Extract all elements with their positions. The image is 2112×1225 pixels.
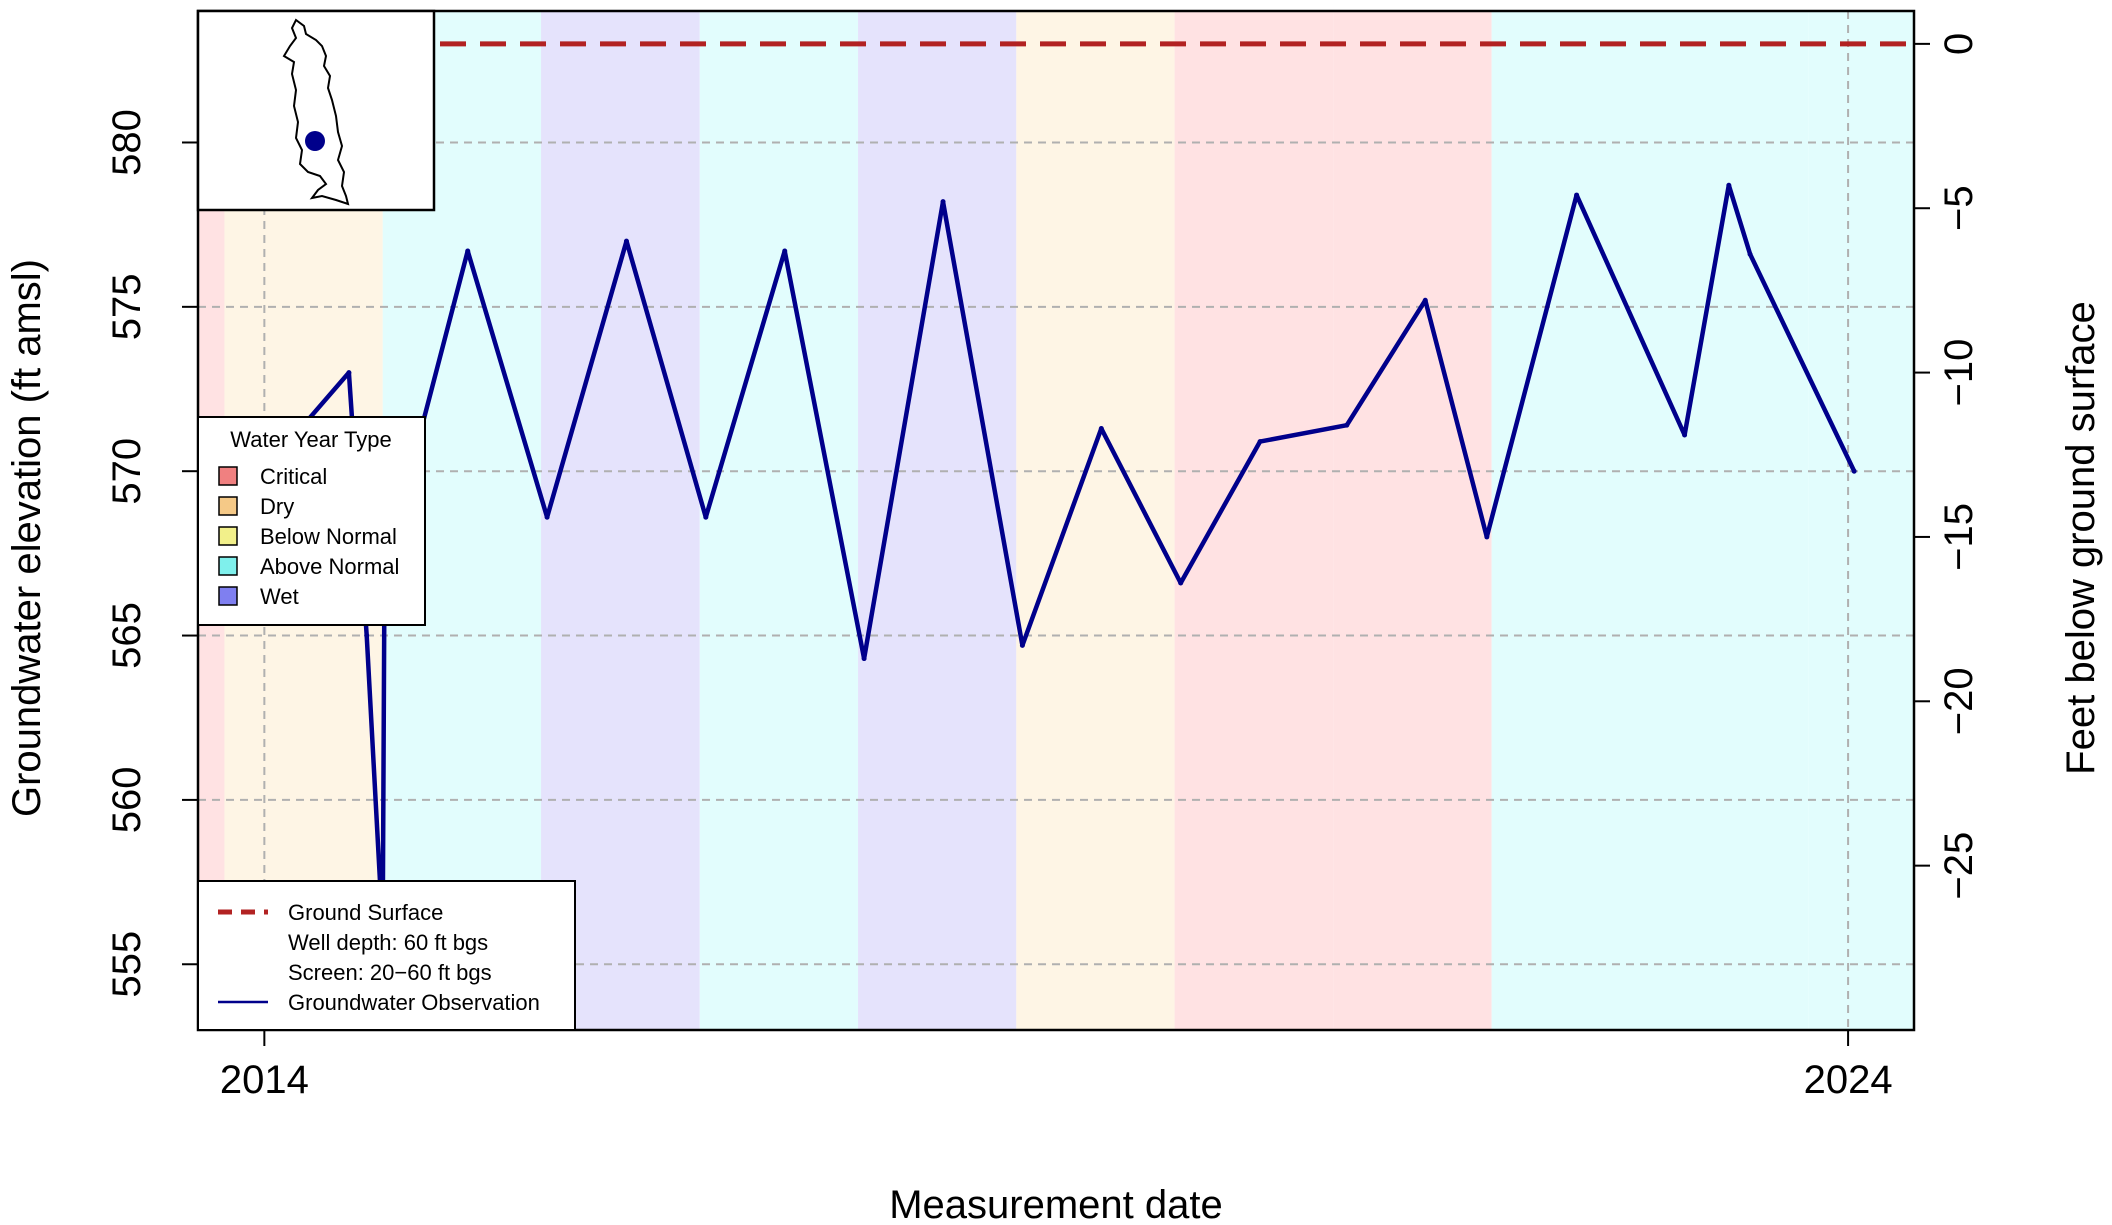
legend-swatch-critical	[219, 467, 237, 485]
legend-label-critical: Critical	[260, 464, 327, 489]
data-point-9	[782, 248, 787, 253]
data-point-6	[545, 515, 550, 520]
data-point-22	[1748, 252, 1753, 257]
data-point-12	[1020, 643, 1025, 648]
water-year-band-8	[1333, 11, 1491, 1030]
data-point-19	[1574, 193, 1579, 198]
legend-swatch-dry	[219, 497, 237, 515]
legend-swatch-below-normal	[219, 527, 237, 545]
legend-swatch-wet	[219, 587, 237, 605]
legend-label-below-normal: Below Normal	[260, 524, 397, 549]
y2-tick-label--5: −5	[1937, 185, 1981, 231]
y-axis-right-title: Feet below ground surface	[2059, 301, 2103, 775]
legend-label-dry: Dry	[260, 494, 294, 519]
data-point-14	[1178, 580, 1183, 585]
y-tick-label-565: 565	[105, 602, 149, 669]
data-point-1	[346, 370, 351, 375]
legend-label-above-normal: Above Normal	[260, 554, 399, 579]
legend-water-year: Water Year Type Critical Dry Below Normal A…	[198, 417, 425, 625]
data-point-13	[1099, 426, 1104, 431]
inset-map	[198, 11, 434, 210]
legend-swatch-above-normal	[219, 557, 237, 575]
x-axis-title: Measurement date	[889, 1183, 1223, 1225]
legend-label-wet: Wet	[260, 584, 299, 609]
water-year-band-9	[1492, 11, 1809, 1030]
y2-tick-label--15: −15	[1937, 503, 1981, 571]
y-tick-label-570: 570	[105, 438, 149, 505]
well-location-marker	[305, 131, 325, 151]
y-axis-right: 0 −5 −10 −15 −20 −25	[1914, 33, 1981, 900]
data-point-15	[1258, 439, 1263, 444]
data-point-23	[1852, 469, 1857, 474]
y-tick-label-555: 555	[105, 931, 149, 998]
data-point-2	[364, 633, 369, 638]
legend-series-label-3: Groundwater Observation	[288, 990, 540, 1015]
legend-water-year-title: Water Year Type	[230, 427, 391, 452]
water-year-band-7	[1175, 11, 1334, 1030]
legend-series-label-0: Ground Surface	[288, 900, 443, 925]
y2-tick-label--10: −10	[1937, 339, 1981, 407]
x-axis: 2014 2024	[220, 1030, 1893, 1102]
water-year-bands	[198, 11, 1914, 1030]
y2-tick-label-0: 0	[1937, 33, 1981, 55]
data-point-20	[1682, 433, 1687, 438]
y2-tick-label--25: −25	[1937, 832, 1981, 900]
data-point-21	[1726, 183, 1731, 188]
data-point-17	[1423, 298, 1428, 303]
x-tick-label-2024: 2024	[1804, 1058, 1893, 1102]
x-tick-label-2014: 2014	[220, 1058, 309, 1102]
y-tick-label-560: 560	[105, 767, 149, 834]
legend-series: Ground Surface Well depth: 60 ft bgs Scree…	[198, 881, 575, 1030]
legend-series-label-1: Well depth: 60 ft bgs	[288, 930, 488, 955]
water-year-band-3	[541, 11, 700, 1030]
y2-tick-label--20: −20	[1937, 667, 1981, 735]
y-axis-left: 555 560 565 570 575 580	[105, 109, 198, 998]
legend-series-label-2: Screen: 20−60 ft bgs	[288, 960, 492, 985]
data-point-7	[624, 239, 629, 244]
data-point-18	[1484, 534, 1489, 539]
data-point-8	[703, 515, 708, 520]
data-point-11	[941, 199, 946, 204]
data-point-10	[862, 656, 867, 661]
data-point-5	[465, 248, 470, 253]
y-tick-label-580: 580	[105, 109, 149, 176]
data-point-16	[1344, 423, 1349, 428]
water-year-band-10	[1808, 11, 1914, 1030]
water-year-band-4	[700, 11, 858, 1030]
y-axis-title: Groundwater elevation (ft amsl)	[5, 259, 49, 817]
water-year-band-5	[858, 11, 1016, 1030]
y-tick-label-575: 575	[105, 273, 149, 340]
